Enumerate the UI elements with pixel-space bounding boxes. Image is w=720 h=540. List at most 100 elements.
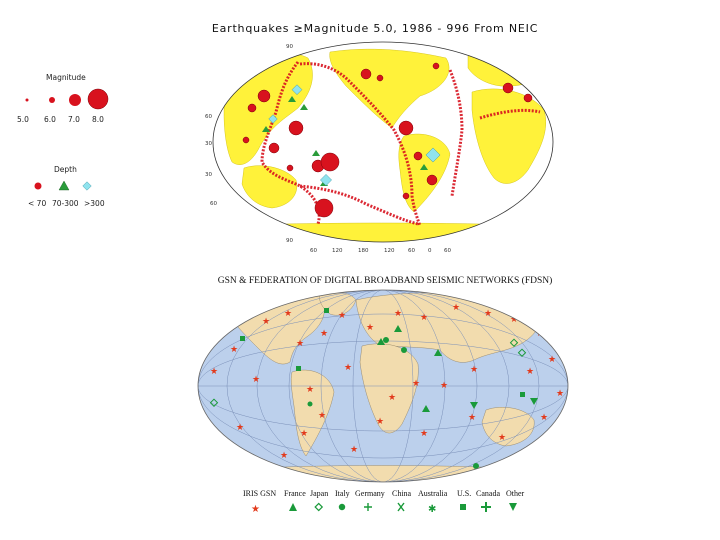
svg-text:★: ★: [510, 315, 518, 325]
triangle-icon: [289, 503, 297, 511]
magnitude-7-marker: [69, 94, 81, 106]
legend-label-canada: Canada: [476, 489, 500, 498]
circle-icon: [338, 503, 346, 511]
svg-text:★: ★: [318, 411, 326, 421]
map1-seismic-belts: [260, 61, 541, 227]
svg-text:★: ★: [394, 309, 402, 319]
svg-text:★: ★: [412, 379, 420, 389]
svg-text:★: ★: [500, 463, 508, 473]
map1-lon-label: 60: [444, 248, 451, 254]
network-map-title: GSN & FEDERATION OF DIGITAL BROADBAND SE…: [217, 276, 553, 286]
map1-land-africa: [471, 88, 546, 184]
map2-outline: [197, 289, 569, 483]
map2-land-antarctica: [224, 465, 546, 482]
svg-text:★: ★: [548, 355, 556, 365]
svg-text:★: ★: [240, 311, 248, 321]
magnitude-label: 5.0: [17, 115, 29, 124]
magnitude-legend: Magnitude 5.0 6.0 7.0 8.0: [17, 73, 109, 124]
svg-text:★: ★: [306, 385, 314, 395]
map1-lon-label: 180: [358, 248, 369, 254]
svg-text:★: ★: [210, 367, 218, 377]
legend-label-china: China: [392, 489, 412, 498]
svg-text:★: ★: [376, 417, 384, 427]
map1-lat-label: 60: [205, 114, 212, 120]
magnitude-label: 8.0: [92, 115, 104, 124]
magnitude-legend-title: Magnitude: [46, 73, 86, 82]
map1-lat-top-90: 90: [286, 44, 293, 50]
map1-lat-label: 60: [210, 201, 217, 207]
svg-text:★: ★: [252, 375, 260, 385]
legend-label-other: Other: [506, 489, 525, 498]
map1-lon-label: 60: [408, 248, 415, 254]
magnitude-6-marker: [49, 97, 55, 103]
svg-text:★: ★: [556, 389, 564, 399]
svg-text:★: ★: [420, 313, 428, 323]
inverted-triangle-icon: [509, 503, 517, 511]
diamond-outline-icon: [314, 502, 324, 512]
map1-land-australia: [241, 165, 298, 209]
svg-text:★: ★: [320, 329, 328, 339]
map2-graticule: [198, 290, 568, 482]
svg-text:★: ★: [388, 393, 396, 403]
plus-icon: [364, 503, 372, 511]
map1-lon-label: 120: [384, 248, 395, 254]
map1-lon-label: 60: [310, 248, 317, 254]
map1-deep-markers: [268, 84, 441, 186]
svg-text:★: ★: [296, 339, 304, 349]
depth-label: >300: [84, 199, 105, 208]
star-icon: ★: [251, 504, 260, 515]
square-icon: [460, 504, 466, 510]
magnitude-5-marker: [25, 98, 29, 102]
map1-lat-label: 30: [205, 141, 212, 147]
map2-fdsn-stations: [240, 308, 538, 469]
map1-quake-markers: [242, 62, 533, 218]
legend-label-france: France: [284, 489, 306, 498]
svg-text:★: ★: [338, 311, 346, 321]
magnitude-label: 7.0: [68, 115, 80, 124]
magnitude-8-marker: [87, 88, 109, 110]
svg-text:★: ★: [300, 429, 308, 439]
svg-text:★: ★: [540, 413, 548, 423]
earthquake-map-title: Earthquakes ≥Magnitude 5.0, 1986 - 996 F…: [211, 22, 539, 35]
depth-legend: Depth < 70 70-300 >300: [28, 165, 105, 208]
asterisk-icon: ✱: [428, 504, 436, 515]
map1-lon-label: 0: [428, 248, 432, 254]
map1-lon-label: 120: [332, 248, 343, 254]
svg-text:★: ★: [230, 345, 238, 355]
map1-land-north-america: [329, 48, 450, 129]
svg-text:★: ★: [470, 365, 478, 375]
depth-legend-title: Depth: [54, 165, 77, 174]
legend-label-us: U.S.: [457, 489, 471, 498]
map2-land-australia: [481, 407, 535, 447]
svg-text:★: ★: [236, 423, 244, 433]
svg-text:★: ★: [280, 451, 288, 461]
depth-intermediate-marker: [58, 180, 70, 191]
map2-japan-stations: [209, 338, 527, 407]
depth-shallow-marker: [34, 182, 42, 190]
svg-text:★: ★: [420, 429, 428, 439]
svg-text:★: ★: [440, 381, 448, 391]
svg-text:★: ★: [366, 323, 374, 333]
legend-label-japan: Japan: [310, 489, 328, 498]
svg-text:★: ★: [350, 445, 358, 455]
svg-text:★: ★: [498, 433, 506, 443]
legend-label-iris-gsn: IRIS GSN: [243, 489, 276, 498]
depth-deep-marker: [82, 181, 92, 191]
legend-label-germany: Germany: [355, 489, 385, 498]
map2-gsn-stations: ★★★ ★★★ ★★★ ★★★ ★★ ★ ★★★ ★★★ ★★★ ★★★ ★★★ …: [210, 303, 564, 473]
map1-outline: [212, 41, 554, 243]
map1-graticule-labels: 90 60 30 30 60 90 60 120 180 120 60 0 60: [205, 44, 451, 254]
svg-text:★: ★: [344, 363, 352, 373]
map1-lat-bottom-90: 90: [286, 238, 293, 244]
cross-icon: [397, 502, 405, 512]
svg-text:★: ★: [284, 309, 292, 319]
legend-label-italy: Italy: [335, 489, 350, 498]
svg-text:★: ★: [484, 309, 492, 319]
depth-label: < 70: [28, 199, 46, 208]
svg-text:★: ★: [452, 303, 460, 313]
magnitude-label: 6.0: [44, 115, 56, 124]
legend-label-australia: Australia: [418, 489, 448, 498]
svg-text:★: ★: [262, 317, 270, 327]
